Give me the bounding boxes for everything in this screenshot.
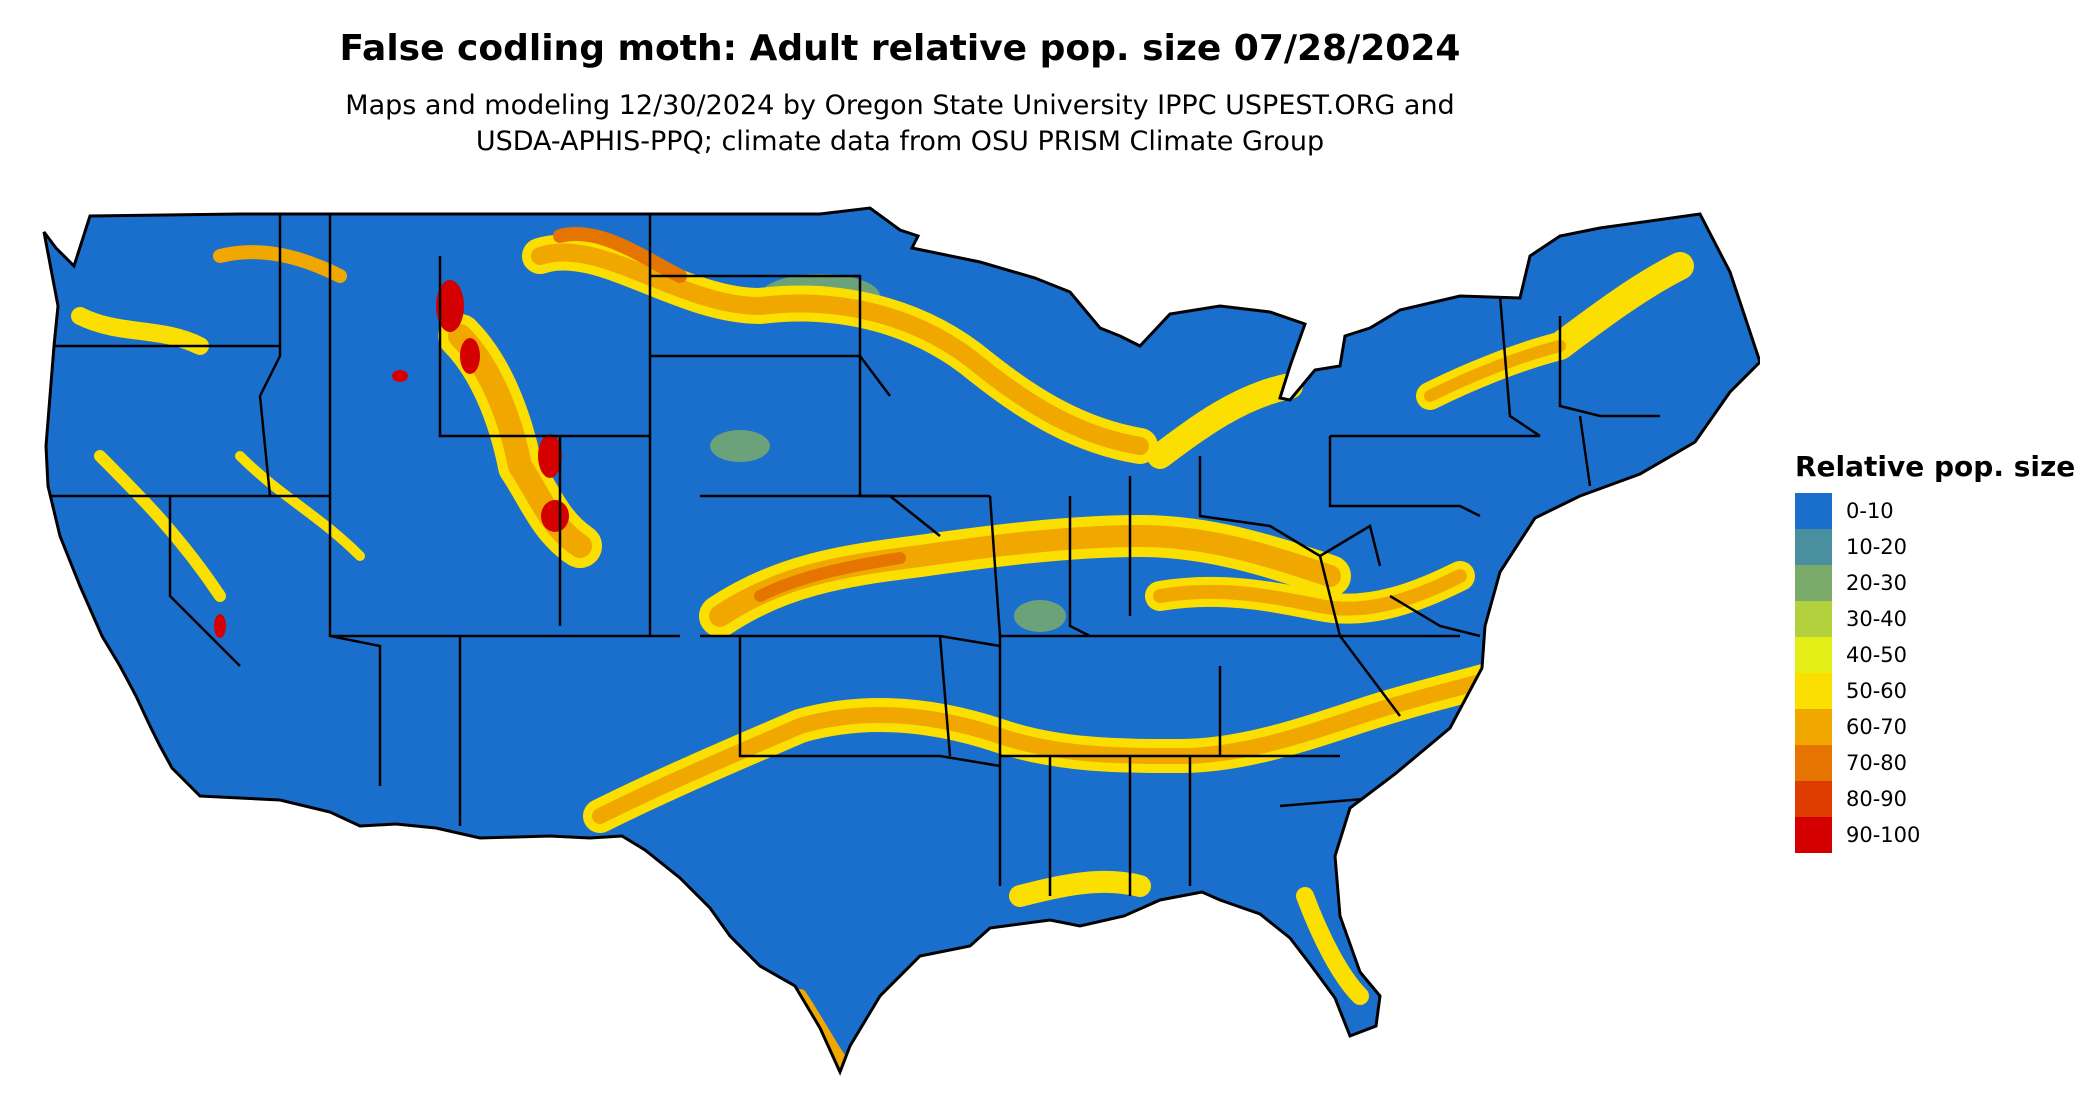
map-title: False codling moth: Adult relative pop. … — [339, 28, 1461, 69]
legend-item: 90-100 — [1795, 817, 2075, 853]
legend-label: 90-100 — [1846, 823, 1921, 847]
legend-swatch — [1795, 529, 1832, 565]
legend-label: 0-10 — [1846, 499, 1894, 523]
legend-item: 80-90 — [1795, 781, 2075, 817]
legend-swatch — [1795, 745, 1832, 781]
legend-item: 0-10 — [1795, 493, 2075, 529]
legend-swatch — [1795, 817, 1832, 853]
legend-label: 60-70 — [1846, 715, 1908, 739]
map-subtitle-line-2: USDA-APHIS-PPQ; climate data from OSU PR… — [475, 126, 1325, 157]
legend-swatch — [1795, 709, 1832, 745]
legend-label: 50-60 — [1846, 679, 1908, 703]
legend-label: 20-30 — [1846, 571, 1908, 595]
us-map — [42, 206, 1760, 1076]
legend-swatch — [1795, 673, 1832, 709]
legend-item: 40-50 — [1795, 637, 2075, 673]
legend-label: 40-50 — [1846, 643, 1908, 667]
state-borders — [50, 214, 1660, 896]
legend-item: 70-80 — [1795, 745, 2075, 781]
legend-label: 70-80 — [1846, 751, 1908, 775]
legend-label: 80-90 — [1846, 787, 1908, 811]
legend-swatch — [1795, 601, 1832, 637]
legend-label: 10-20 — [1846, 535, 1908, 559]
legend-item: 50-60 — [1795, 673, 2075, 709]
legend-items: 0-10 10-20 20-30 30-40 40-50 50-60 60-70 70-80 8… — [1795, 493, 2075, 853]
legend-item: 10-20 — [1795, 529, 2075, 565]
legend-swatch — [1795, 781, 1832, 817]
map-subtitle-line-1: Maps and modeling 12/30/2024 by Oregon S… — [345, 90, 1455, 121]
legend-label: 30-40 — [1846, 607, 1908, 631]
legend: Relative pop. size 0-10 10-20 20-30 30-40 40… — [1795, 450, 2075, 853]
legend-swatch — [1795, 565, 1832, 601]
legend-swatch — [1795, 493, 1832, 529]
legend-item: 60-70 — [1795, 709, 2075, 745]
us-outline — [42, 206, 1760, 1076]
legend-item: 30-40 — [1795, 601, 2075, 637]
legend-swatch — [1795, 637, 1832, 673]
legend-title: Relative pop. size — [1795, 450, 2076, 483]
legend-item: 20-30 — [1795, 565, 2075, 601]
